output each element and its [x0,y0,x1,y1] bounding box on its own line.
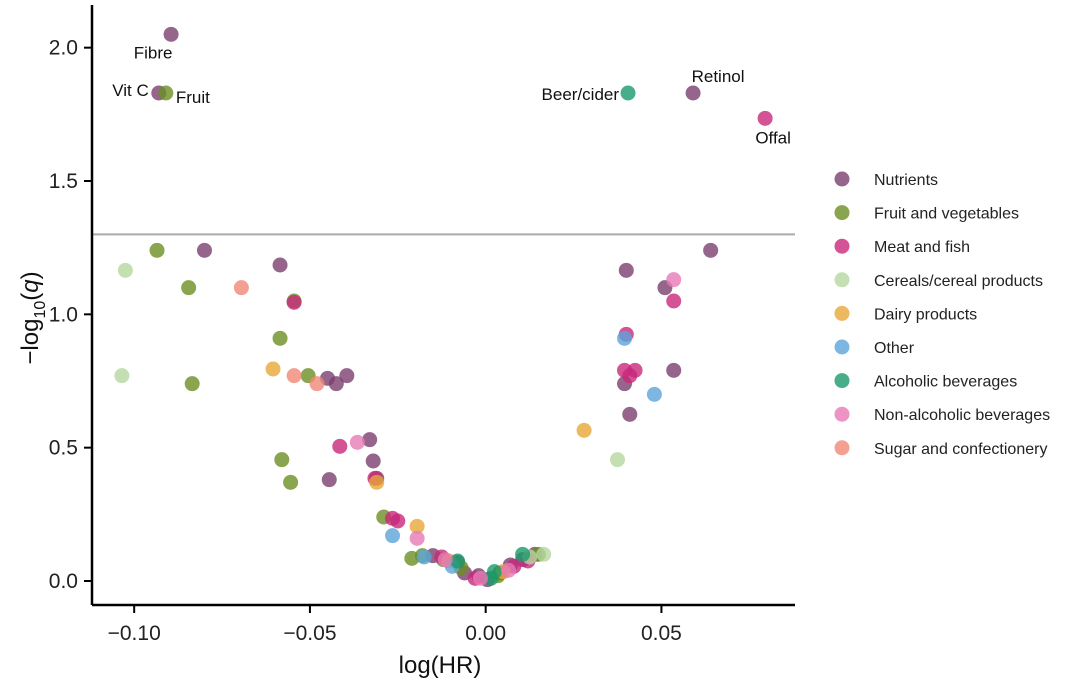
point-annotation: Fruit [176,88,210,107]
legend-label: Sugar and confectionery [874,441,1047,458]
x-tick-label: −0.10 [108,622,161,645]
data-point [609,452,625,468]
data-point [483,570,499,586]
legend-label: Meat and fish [874,239,970,256]
legend-swatch [834,305,850,321]
x-tick-label: 0.00 [465,622,506,645]
data-point [283,474,299,490]
legend-swatch [834,373,850,389]
data-point [472,570,488,586]
y-tick-label: 1.0 [49,303,78,326]
data-point [181,280,197,296]
data-point [576,422,592,438]
data-point [362,432,378,448]
x-tick-label: 0.05 [641,622,682,645]
data-point [390,513,406,529]
data-point [332,438,348,454]
legend-label: Other [874,340,915,357]
y-tick-label: 0.0 [49,570,78,593]
data-point [622,406,638,422]
data-point [618,262,634,278]
legend-label: Non-alcoholic beverages [874,407,1050,424]
legend-label: Dairy products [874,306,977,323]
data-point [274,452,290,468]
data-point [163,26,179,42]
legend: Nutrients Fruit and vegetables Meat and fi… [834,171,1050,458]
y-tick-label: 2.0 [49,37,78,60]
data-point [272,330,288,346]
data-point [233,280,249,296]
data-point [184,376,200,392]
y-axis-title: −log10(q) [17,271,49,364]
y-tick-label: 0.5 [49,437,78,460]
legend-label: Cereals/cereal products [874,273,1043,290]
legend-swatch [834,440,850,456]
point-annotation: Fibre [134,43,173,62]
data-point [409,530,425,546]
y-ticks: 0.0 0.5 1.0 1.5 2.0 [49,37,92,593]
data-point [666,293,682,309]
data-point [622,368,638,384]
y-tick-label: 1.5 [49,170,78,193]
data-point [501,562,517,578]
legend-swatch [834,339,850,355]
x-axis-title: log(HR) [399,652,482,679]
x-ticks: −0.10 −0.05 0.00 0.05 [108,605,682,645]
legend-swatch [834,406,850,422]
data-point [385,528,401,544]
data-point [620,85,636,101]
data-point [349,434,365,450]
legend-swatch [834,205,850,221]
data-point [321,472,337,488]
data-point [309,376,325,392]
data-points [114,26,773,588]
data-point [685,85,701,101]
legend-swatch [834,171,850,187]
data-point [703,242,719,258]
point-annotation: Offal [755,128,791,147]
point-annotation: Retinol [692,67,745,86]
data-point [416,549,432,565]
data-point [437,552,453,568]
data-point [196,242,212,258]
point-annotations: Fibre Vit C Fruit Beer/cider Retinol Offal [112,43,791,147]
data-point [286,294,302,310]
data-point [149,242,165,258]
data-point [646,386,662,402]
data-point [265,361,281,377]
data-point [286,368,302,384]
data-point [328,376,344,392]
legend-label: Nutrients [874,172,938,189]
legend-swatch [834,272,850,288]
data-point [409,518,425,534]
data-point [450,553,466,569]
data-point [117,262,133,278]
data-point [536,546,552,562]
data-point [339,368,355,384]
data-point [757,110,773,126]
data-point [158,85,174,101]
legend-label: Alcoholic beverages [874,374,1017,391]
legend-swatch [834,238,850,254]
data-point [666,362,682,378]
data-point [515,546,531,562]
data-point [114,368,130,384]
point-annotation: Vit C [112,81,149,100]
x-tick-label: −0.05 [283,622,336,645]
data-point [272,257,288,273]
point-annotation: Beer/cider [542,85,620,104]
legend-label: Fruit and vegetables [874,206,1019,223]
data-point [365,453,381,469]
data-point [666,272,682,288]
data-point [369,474,385,490]
data-point [617,330,633,346]
